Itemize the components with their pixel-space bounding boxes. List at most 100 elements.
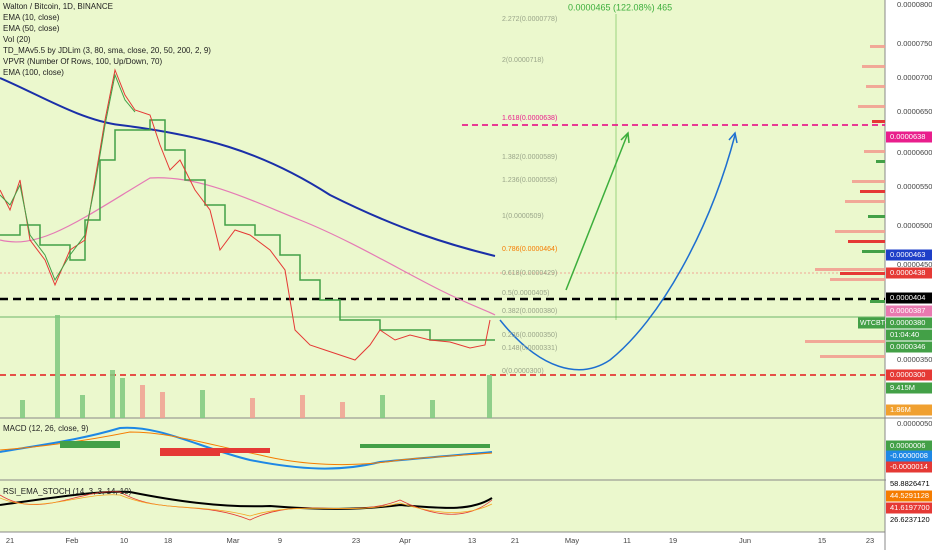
price-tag-text: -0.0000014 <box>890 462 928 471</box>
legend-entry: VPVR (Number Of Rows, 100, Up/Down, 70) <box>3 57 163 66</box>
price-tag <box>886 267 932 279</box>
price-tag <box>886 329 932 341</box>
price-axis-label: 0.0000650 <box>897 107 932 116</box>
price-tag <box>886 404 932 416</box>
price-axis-label: 0.0000600 <box>897 148 932 157</box>
price-axis-label: 0.0000800 <box>897 0 932 9</box>
legend-entry: EMA (50, close) <box>3 24 60 33</box>
pane-title: MACD (12, 26, close, 9) <box>3 424 89 433</box>
price-tag-text: 0.0000006 <box>890 441 925 450</box>
projection-curve <box>499 134 736 371</box>
fib-label: 1.618(0.0000638) <box>502 115 557 122</box>
legend-entry: Walton / Bitcoin, 1D, BINANCE <box>3 2 113 11</box>
date-label: 23 <box>866 536 874 545</box>
date-label: 23 <box>352 536 360 545</box>
ema-50 <box>0 177 496 316</box>
price-tag <box>886 490 932 502</box>
price-tag-text: 44.5291128 <box>890 491 929 500</box>
price-tag <box>886 478 932 490</box>
price-axis-label: 0.0000500 <box>897 221 932 230</box>
price-axis-label: 0.0000750 <box>897 39 932 48</box>
price-axis-label: 0.0000700 <box>897 73 932 82</box>
legend-entry: EMA (100, close) <box>3 68 64 77</box>
price-tag-text: 01:04:40 <box>890 330 919 339</box>
fib-label: 0.786(0.0000464) <box>502 246 557 253</box>
date-label: 19 <box>669 536 677 545</box>
symbol-tag-text: WTCBTC <box>860 320 890 327</box>
macd-axis-label: 0.0000050 <box>897 419 932 428</box>
price-tag-text: 0.0000438 <box>890 268 925 277</box>
price-tag-text: 58.8826471 <box>890 479 930 488</box>
price-tag <box>886 341 932 353</box>
price-tag <box>886 502 932 514</box>
date-label: Mar <box>227 536 240 545</box>
price-tag <box>886 514 932 526</box>
volume-bars <box>140 385 345 418</box>
volume-profile <box>840 120 885 275</box>
volume-bars <box>20 315 492 418</box>
price-axis-label: 0.0000550 <box>897 182 932 191</box>
fib-label: 0.618(0.0000429) <box>502 270 557 277</box>
macd-histogram <box>60 441 490 448</box>
price-tag <box>886 305 932 317</box>
pane-title: RSI_EMA_STOCH (14, 3, 3, 14, 10) <box>3 487 132 496</box>
price-tag-text: 1.86M <box>890 405 911 414</box>
fib-label: 0.382(0.0000380) <box>502 308 557 315</box>
price-tag-text: 41.6197700 <box>890 503 930 512</box>
price-tag-text: 0.0000387 <box>890 306 925 315</box>
price-tag-text: 0.0000346 <box>890 342 925 351</box>
date-label: 11 <box>623 536 631 545</box>
date-label: 21 <box>511 536 519 545</box>
price-axis-label: 0.0000350 <box>897 355 932 364</box>
price-tag <box>886 249 932 261</box>
measure-annotation: 0.0000465 (122.08%) 465 <box>568 2 672 12</box>
volume-profile <box>805 45 885 358</box>
price-tag-text: 26.6237120 <box>890 515 930 524</box>
price-tag <box>886 461 932 473</box>
date-label: Jun <box>739 536 751 545</box>
labels: Walton / Bitcoin, 1D, BINANCE EMA (10, cl… <box>3 0 932 545</box>
fib-label: 0(0.0000300) <box>502 368 544 375</box>
price-tag <box>886 292 932 304</box>
price-tag-text: 0.0000463 <box>890 250 925 259</box>
price-tag-text: 9.415M <box>890 383 915 392</box>
signal-line <box>0 431 493 466</box>
chart-background <box>0 0 885 532</box>
legend-entry: EMA (10, close) <box>3 13 60 22</box>
arrow-head <box>728 131 738 144</box>
price-tag <box>886 369 932 381</box>
fib-label: 1(0.0000509) <box>502 213 544 220</box>
price-path <box>0 73 136 282</box>
date-label: 9 <box>278 536 282 545</box>
fib-label: 1.236(0.0000558) <box>502 177 557 184</box>
price-tag-text: 0.0000638 <box>890 132 925 141</box>
price-tag <box>886 440 932 452</box>
projection-arrow <box>565 132 629 291</box>
date-label: Feb <box>66 536 79 545</box>
fib-label: 0.236(0.0000350) <box>502 332 557 339</box>
fib-label: 1.382(0.0000589) <box>502 154 557 161</box>
date-label: 18 <box>164 536 172 545</box>
fib-label: 0.148(0.0000331) <box>502 345 557 352</box>
date-label: Apr <box>399 536 411 545</box>
price-tag-text: 0.0000380 <box>890 318 925 327</box>
ema-100 <box>0 77 496 257</box>
volume-profile <box>862 160 885 303</box>
stoch-k <box>0 491 493 521</box>
date-label: 15 <box>818 536 826 545</box>
date-label: 10 <box>120 536 128 545</box>
arrow-head <box>620 131 630 144</box>
price-tag-text: 0.0000404 <box>890 293 925 302</box>
fib-label: 2.272(0.0000778) <box>502 16 557 23</box>
macd-histogram <box>160 448 270 456</box>
legend-entry: TD_MAv5.5 by JDLim (3, 80, sma, close, 2… <box>3 46 211 55</box>
price-tag-text: -0.0000008 <box>890 451 928 460</box>
price-tag <box>886 382 932 394</box>
price-axis-label: 0.0000450 <box>897 260 932 269</box>
fib-label: 0.5(0.0000405) <box>502 290 549 297</box>
symbol-tag <box>858 317 885 329</box>
date-label: 21 <box>6 536 14 545</box>
fib-label: 2(0.0000718) <box>502 57 544 64</box>
price-tag <box>886 317 932 329</box>
